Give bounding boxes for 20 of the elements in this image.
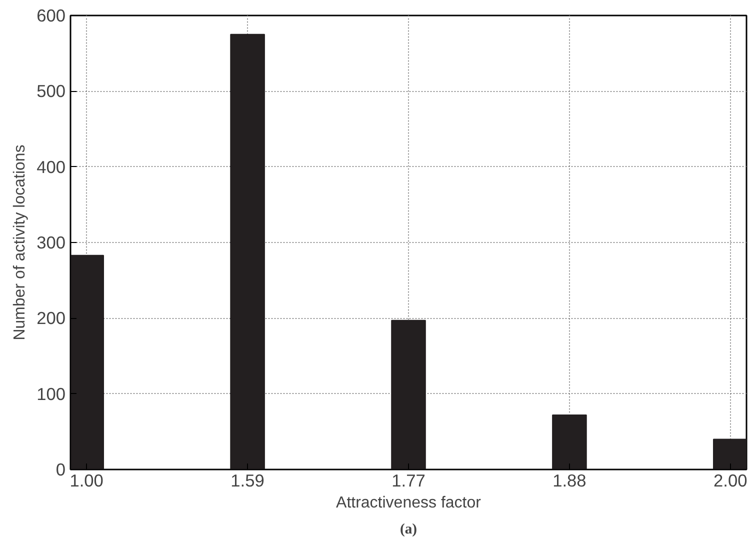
x-tick-label: 2.00 [714,470,748,490]
x-tick-label: 1.77 [392,470,426,490]
y-tick-label: 100 [36,384,66,404]
bar [230,34,265,470]
y-tick-label: 400 [36,156,66,177]
y-tick-label: 300 [36,232,66,252]
y-tick-label: 0 [56,460,66,480]
x-tick-label: 1.00 [70,470,104,490]
x-tick-label: 1.59 [230,470,264,490]
y-axis-title: Number of activity locations [12,144,29,340]
bar [70,254,104,470]
y-tick-label: 600 [36,6,66,26]
x-axis-title: Attractiveness factor [336,494,482,512]
x-tick-label: 1.88 [552,470,586,490]
text: (a) [400,522,418,538]
bar [391,320,426,470]
y-tick-label: 500 [36,81,66,102]
bar [552,414,587,470]
bar [713,438,746,470]
y-tick-label: 200 [36,308,66,328]
